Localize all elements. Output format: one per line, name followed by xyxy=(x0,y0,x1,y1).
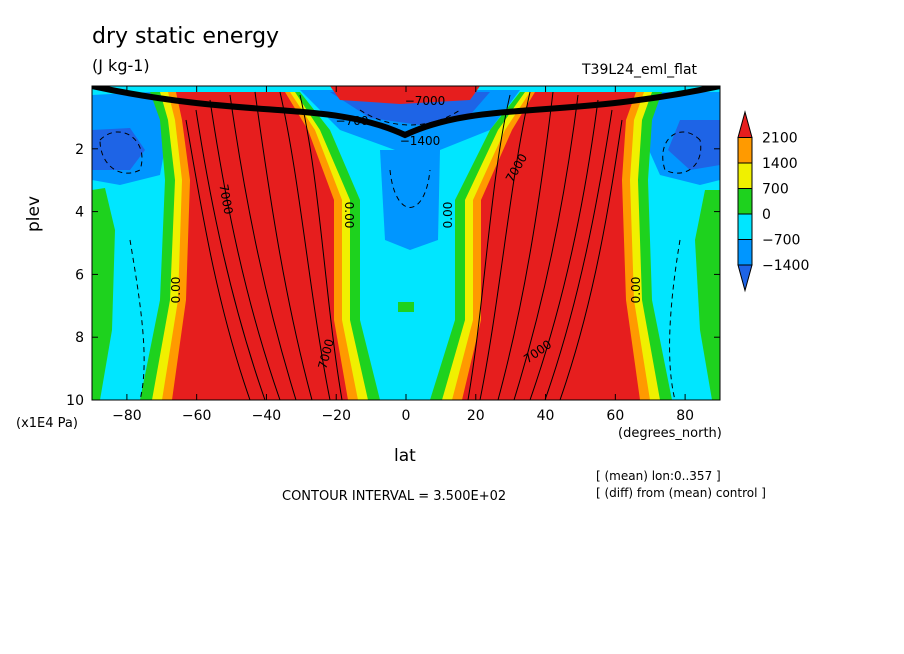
x-axis: −80 −60 −40 −20 0 20 40 60 80 xyxy=(112,86,694,424)
colorbar-arrow-top xyxy=(737,110,753,138)
x-tick-label-8: 80 xyxy=(676,408,694,424)
contour-label-5: 0.00 xyxy=(342,202,356,229)
contour-label-7: 0.00 xyxy=(629,277,643,304)
y-tick-label-2: 6 xyxy=(75,267,84,283)
contour-lines xyxy=(92,86,720,400)
contour-label-6: 0.00 xyxy=(441,202,455,229)
colorbar-box-2 xyxy=(737,162,753,189)
negative-contour-lines xyxy=(99,109,702,400)
x-axis-label: lat xyxy=(394,446,416,466)
x-axis-units: (degrees_north) xyxy=(618,426,722,441)
chart-title: dry static energy xyxy=(92,24,280,49)
colorbar-label-3: 0 xyxy=(762,207,771,223)
center-column xyxy=(380,150,440,250)
x-tick-label-5: 20 xyxy=(467,408,485,424)
colorbar-label-4: −700 xyxy=(762,233,800,249)
y-tick-label-3: 8 xyxy=(75,330,84,346)
colorbar-label-1: 1400 xyxy=(762,156,798,172)
contour-label-10: −7000 xyxy=(405,94,446,108)
contour-label-4: 0.00 xyxy=(169,277,183,304)
y-tick-label-1: 4 xyxy=(75,205,84,221)
y-axis-units: (x1E4 Pa) xyxy=(16,416,78,431)
colorbar-box-3 xyxy=(737,188,753,215)
right-edge-green xyxy=(695,190,720,400)
x-tick-label-3: −20 xyxy=(321,408,351,424)
colorbar-arrow-bottom xyxy=(737,264,753,293)
colorbar-label-2: 700 xyxy=(762,182,789,198)
colorbar: 2100 1400 700 0 −700 −1400 xyxy=(737,110,809,293)
note-diff: [ (diff) from (mean) control ] xyxy=(596,486,766,500)
contour-label-9: −700 xyxy=(336,114,369,128)
contour-label-8: −1400 xyxy=(400,134,441,148)
y-tick-label-0: 2 xyxy=(75,142,84,158)
left-edge-green xyxy=(92,188,115,400)
y-tick-label-4: 10 xyxy=(66,393,84,409)
x-tick-label-7: 60 xyxy=(606,408,624,424)
x-tick-label-6: 40 xyxy=(537,408,555,424)
note-mean: [ (mean) lon:0..357 ] xyxy=(596,469,721,483)
x-tick-label-4: 0 xyxy=(402,408,411,424)
x-tick-label-2: −40 xyxy=(252,408,282,424)
center-small-patch xyxy=(398,302,414,312)
run-label: T39L24_eml_flat xyxy=(582,62,698,78)
contour-label-1: 7000 xyxy=(216,183,235,216)
colorbar-box-4 xyxy=(737,213,753,240)
x-tick-label-0: −80 xyxy=(112,408,142,424)
colorbar-label-5: −1400 xyxy=(762,258,809,274)
contour-interval: CONTOUR INTERVAL = 3.500E+02 xyxy=(282,489,507,504)
left-warm-band-red xyxy=(172,92,348,400)
colorbar-label-0: 2100 xyxy=(762,131,798,147)
y-axis: 2 4 6 8 10 xyxy=(66,142,720,409)
x-tick-label-1: −60 xyxy=(182,408,212,424)
colorbar-box-1 xyxy=(737,137,753,164)
right-warm-band-red xyxy=(462,92,640,400)
chart-units: (J kg-1) xyxy=(92,56,150,75)
top-center-red xyxy=(330,86,480,104)
contour-field xyxy=(92,86,720,400)
colorbar-box-5 xyxy=(737,239,753,266)
